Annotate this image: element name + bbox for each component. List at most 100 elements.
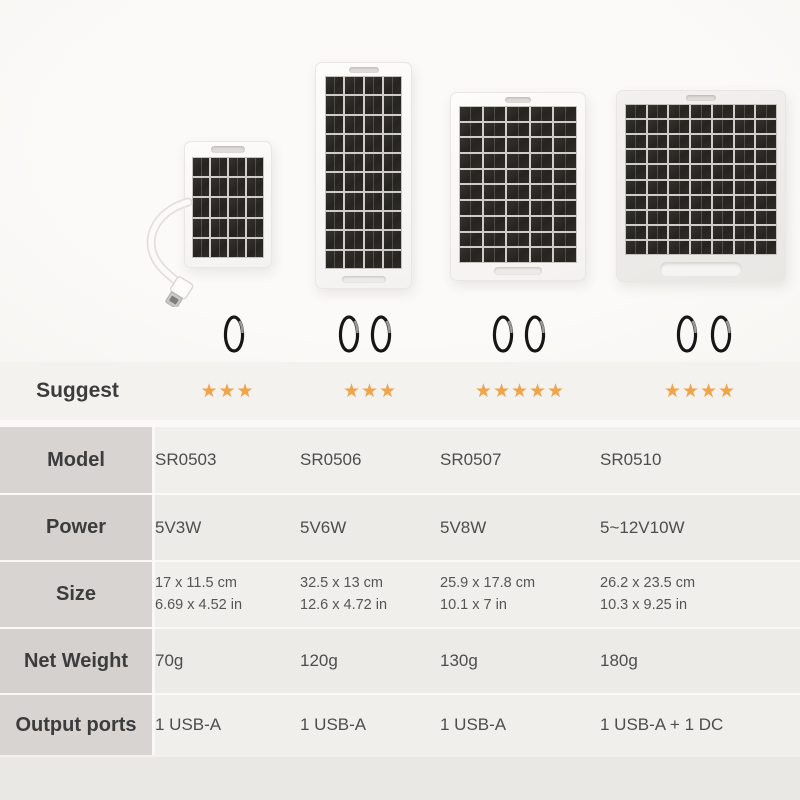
solar-cell-grid xyxy=(625,104,777,255)
solar-cell xyxy=(364,134,382,153)
solar-cell xyxy=(383,115,401,134)
solar-cell xyxy=(247,158,263,177)
table-row-model: Model SR0503 SR0506 SR0507 SR0510 xyxy=(0,427,800,493)
solar-cell xyxy=(691,165,711,179)
solar-cell xyxy=(345,212,363,230)
solar-cell xyxy=(691,225,711,239)
solar-cell xyxy=(211,218,227,238)
solar-cell xyxy=(326,115,344,134)
solar-cell xyxy=(345,192,363,211)
hang-slot xyxy=(660,262,742,276)
solar-cell xyxy=(383,77,401,95)
solar-cell xyxy=(554,122,576,137)
solar-cell xyxy=(734,105,755,119)
solar-cell xyxy=(626,105,646,119)
solar-cell xyxy=(669,225,690,239)
solar-cell xyxy=(756,195,776,209)
output-ports-value: 1 USB-A xyxy=(440,715,507,734)
usb-a-connector xyxy=(165,276,194,307)
solar-cell xyxy=(507,122,529,137)
power-value: 5V3W xyxy=(155,517,202,537)
output-ports-value: 1 USB-A + 1 DC xyxy=(600,715,724,734)
solar-cell xyxy=(669,195,690,209)
solar-cell xyxy=(691,105,711,119)
table-row-net-weight: Net Weight 70g 120g 130g 180g xyxy=(0,629,800,693)
solar-cell xyxy=(460,232,482,247)
carabiner-icon xyxy=(710,315,732,353)
solar-cell xyxy=(326,250,344,269)
solar-cell xyxy=(507,154,529,168)
solar-cell xyxy=(647,195,668,209)
solar-cell xyxy=(647,240,668,255)
solar-cell xyxy=(626,120,646,134)
solar-cell xyxy=(734,165,755,179)
table-row-power: Power 5V3W 5V6W 5V8W 5~12V10W xyxy=(0,495,800,560)
solar-cell xyxy=(554,107,576,121)
solar-cell xyxy=(669,105,690,119)
solar-cell xyxy=(345,231,363,249)
model-value: SR0507 xyxy=(440,450,502,469)
hang-slot xyxy=(341,276,386,283)
hang-slot xyxy=(686,95,716,101)
solar-cell xyxy=(712,120,733,134)
solar-cell xyxy=(364,96,382,114)
table-row-output-ports: Output ports 1 USB-A 1 USB-A 1 USB-A 1 U… xyxy=(0,695,800,755)
solar-cell xyxy=(712,210,733,224)
solar-cell xyxy=(647,180,668,194)
solar-cell xyxy=(530,154,553,168)
solar-cell xyxy=(647,150,668,164)
solar-cell xyxy=(756,150,776,164)
solar-cell xyxy=(756,165,776,179)
solar-cell xyxy=(712,165,733,179)
solar-cell xyxy=(326,77,344,95)
hang-slot xyxy=(505,97,531,103)
size-value: 26.2 x 23.5 cm 10.3 x 9.25 in xyxy=(600,574,696,613)
solar-cell xyxy=(734,150,755,164)
power-value: 5~12V10W xyxy=(600,517,685,537)
solar-cell xyxy=(460,216,482,231)
solar-cell xyxy=(483,138,506,153)
solar-cell xyxy=(626,195,646,209)
footer-band xyxy=(0,755,800,800)
net-weight-value: 120g xyxy=(300,651,338,670)
solar-cell xyxy=(345,154,363,172)
solar-cell xyxy=(647,225,668,239)
solar-cell xyxy=(530,248,553,262)
solar-cell xyxy=(364,77,382,95)
solar-cell xyxy=(734,240,755,255)
solar-cell xyxy=(530,232,553,247)
solar-cell xyxy=(507,107,529,121)
solar-cell xyxy=(669,180,690,194)
solar-cell xyxy=(483,154,506,168)
solar-cell xyxy=(364,192,382,211)
solar-cell xyxy=(712,105,733,119)
net-weight-value: 70g xyxy=(155,651,184,670)
solar-cell xyxy=(345,96,363,114)
row-header-power: Power xyxy=(0,495,155,560)
solar-cell xyxy=(326,231,344,249)
solar-cell xyxy=(669,120,690,134)
solar-cell-grid xyxy=(325,76,402,269)
output-ports-value: 1 USB-A xyxy=(300,715,367,734)
solar-cell xyxy=(247,198,263,217)
solar-cell xyxy=(507,201,529,215)
solar-cell xyxy=(669,150,690,164)
rating-stars-sr0503: ★★★ xyxy=(200,380,255,402)
solar-cell xyxy=(383,212,401,230)
solar-cell xyxy=(345,115,363,134)
solar-cell xyxy=(229,158,245,177)
solar-cell xyxy=(193,218,209,238)
solar-cell xyxy=(383,192,401,211)
solar-cell xyxy=(383,173,401,192)
solar-cell xyxy=(483,248,506,262)
hang-slot xyxy=(494,267,542,275)
solar-cell xyxy=(383,154,401,172)
solar-cell xyxy=(669,240,690,255)
model-value: SR0506 xyxy=(300,450,362,469)
size-value: 25.9 x 17.8 cm 10.1 x 7 in xyxy=(440,574,536,613)
solar-cell xyxy=(483,122,506,137)
solar-cell xyxy=(383,250,401,269)
suggest-row: Suggest ★★★ ★★★ ★★★★★ ★★★★ xyxy=(0,362,800,420)
solar-cell xyxy=(734,135,755,149)
power-value: 5V6W xyxy=(300,517,347,537)
